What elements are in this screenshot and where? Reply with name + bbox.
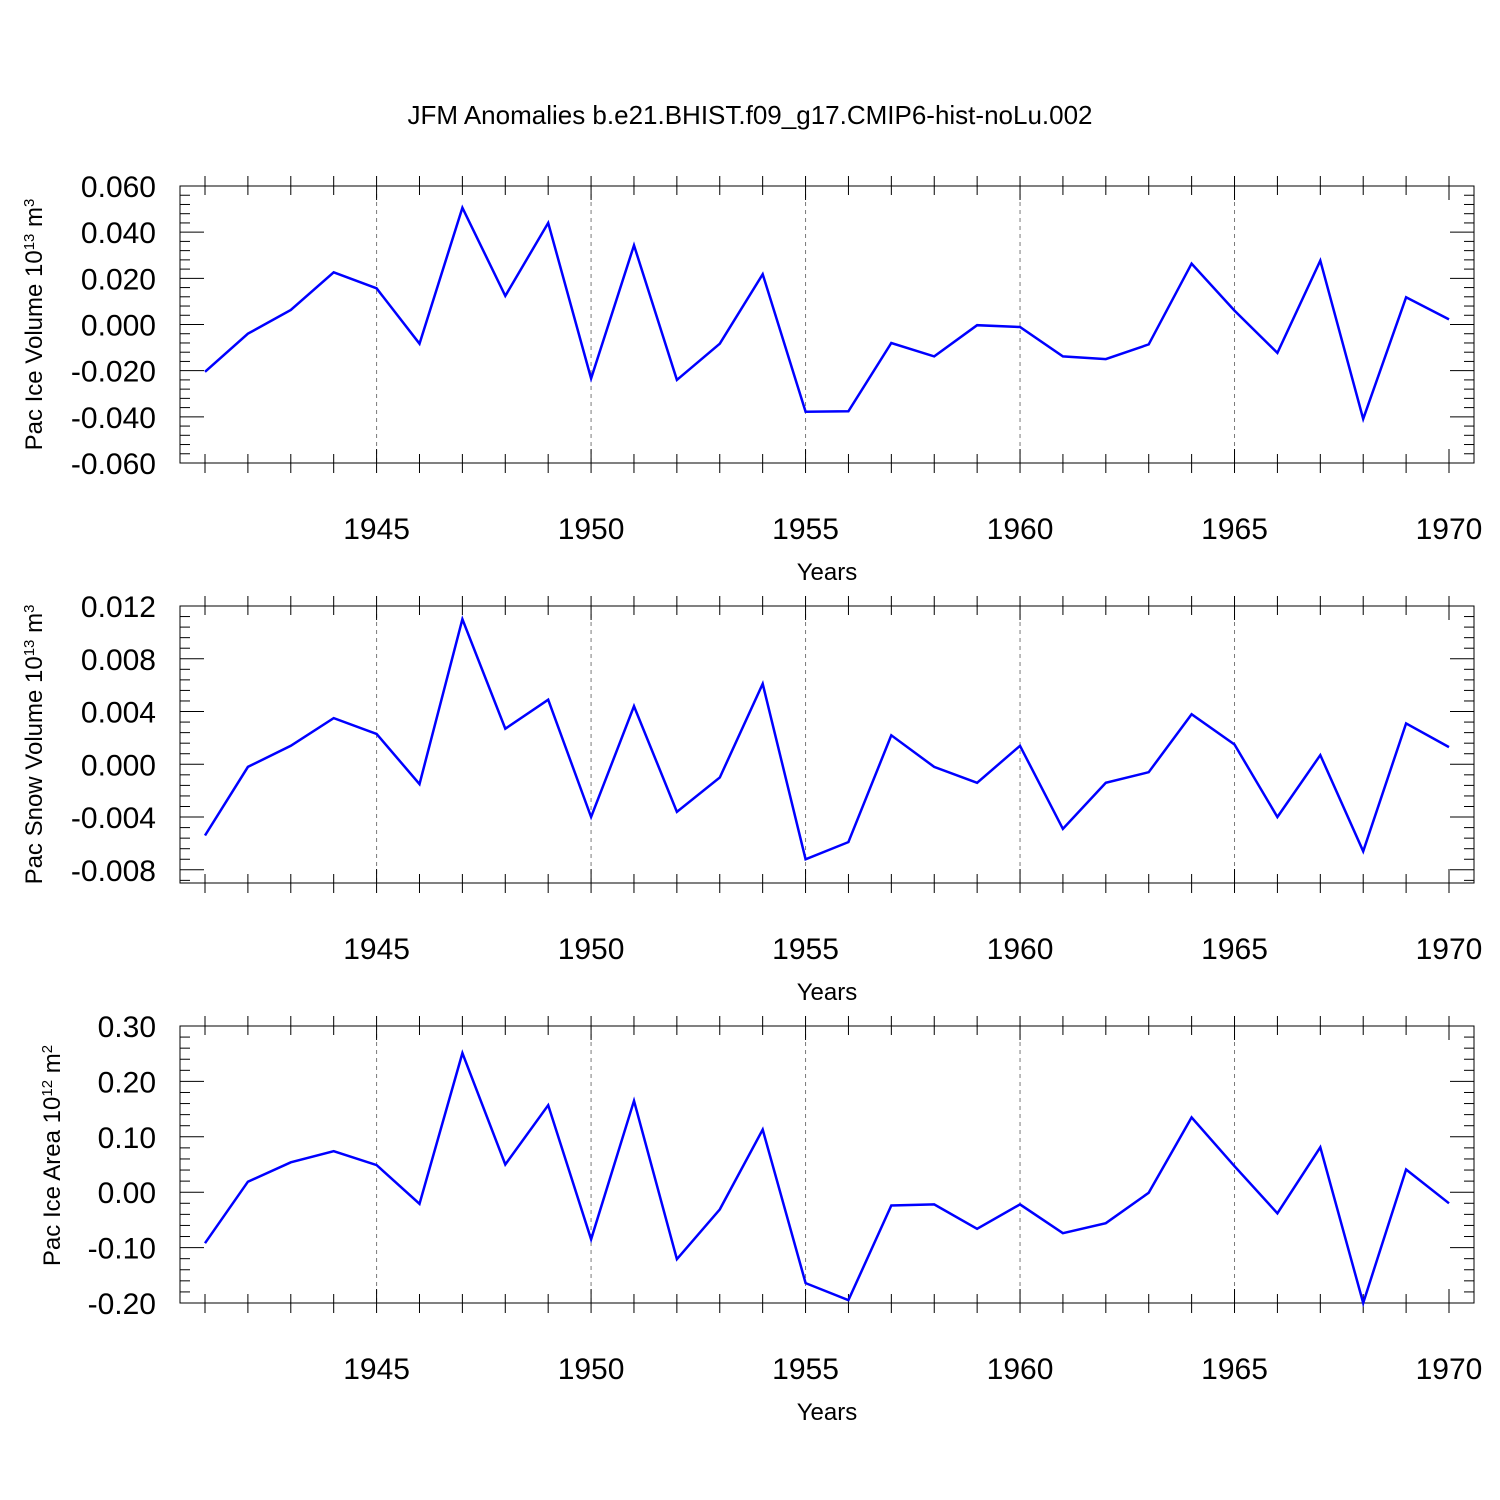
series-line <box>203 615 1450 861</box>
x-tick-label: 1950 <box>558 513 625 546</box>
y-tick-label: 0.040 <box>81 217 156 250</box>
x-tick-label: 1970 <box>1416 513 1483 546</box>
y-tick-label: 0.000 <box>81 310 156 343</box>
x-axis-title: Years <box>797 559 858 586</box>
x-tick-label: 1965 <box>1201 1353 1268 1386</box>
snow-volume-panel: -0.008 -0.004 0.000 0.004 0.008 0.012 1945 1950… <box>21 591 1483 1006</box>
x-tick-label: 1955 <box>772 1353 839 1386</box>
y-tick-label: 0.060 <box>81 171 156 204</box>
x-tick-label: 1960 <box>987 933 1054 966</box>
plot-frame <box>179 1025 1475 1304</box>
y-tick-label: 0.008 <box>81 644 156 677</box>
y-tick-label: 0.20 <box>98 1066 156 1099</box>
x-tick-label: 1950 <box>558 1353 625 1386</box>
ice-volume-panel: -0.060 -0.040 -0.020 0.000 0.020 0.040 0.060 19… <box>21 171 1483 586</box>
y-tick-label: -0.20 <box>88 1288 156 1321</box>
y-tick-label: -0.020 <box>71 356 156 389</box>
x-axis-title: Years <box>797 1399 858 1426</box>
y-tick-label: 0.00 <box>98 1177 156 1210</box>
y-tick-label: -0.060 <box>71 448 156 481</box>
series-line <box>204 204 1450 424</box>
y-tick-label: 0.004 <box>81 697 156 730</box>
x-axis-title: Years <box>797 979 858 1006</box>
x-tick-label: 1965 <box>1201 513 1268 546</box>
series-line <box>203 1049 1450 1308</box>
x-tick-label: 1970 <box>1416 1353 1483 1386</box>
plot-frame <box>179 605 1475 884</box>
plot-frame <box>179 185 1475 464</box>
figure-title: JFM Anomalies b.e21.BHIST.f09_g17.CMIP6-… <box>407 100 1092 130</box>
y-axis-title: Pac Snow Volume 1013 m3 <box>21 605 49 885</box>
x-tick-label: 1945 <box>343 1353 410 1386</box>
y-axis-title: Pac Ice Area 1012 m2 <box>39 1045 67 1266</box>
x-tick-label: 1950 <box>558 933 625 966</box>
y-tick-label: -0.040 <box>71 402 156 435</box>
x-tick-label: 1960 <box>987 1353 1054 1386</box>
x-tick-label: 1965 <box>1201 933 1268 966</box>
y-tick-label: 0.020 <box>81 263 156 296</box>
x-tick-label: 1945 <box>343 513 410 546</box>
y-axis-title: Pac Ice Volume 1013 m3 <box>21 199 49 451</box>
y-tick-label: -0.008 <box>71 855 156 888</box>
y-tick-label: 0.10 <box>98 1122 156 1155</box>
x-tick-label: 1955 <box>772 513 839 546</box>
y-tick-label: 0.30 <box>98 1011 156 1044</box>
y-tick-label: -0.10 <box>88 1233 156 1266</box>
x-tick-label: 1970 <box>1416 933 1483 966</box>
x-tick-label: 1945 <box>343 933 410 966</box>
y-tick-label: 0.000 <box>81 749 156 782</box>
x-tick-label: 1955 <box>772 933 839 966</box>
x-tick-label: 1960 <box>987 513 1054 546</box>
y-tick-label: -0.004 <box>71 802 156 835</box>
y-tick-label: 0.012 <box>81 591 156 624</box>
ice-area-panel: -0.20 -0.10 0.00 0.10 0.20 0.30 1945 1950 1955 19… <box>39 1011 1483 1426</box>
